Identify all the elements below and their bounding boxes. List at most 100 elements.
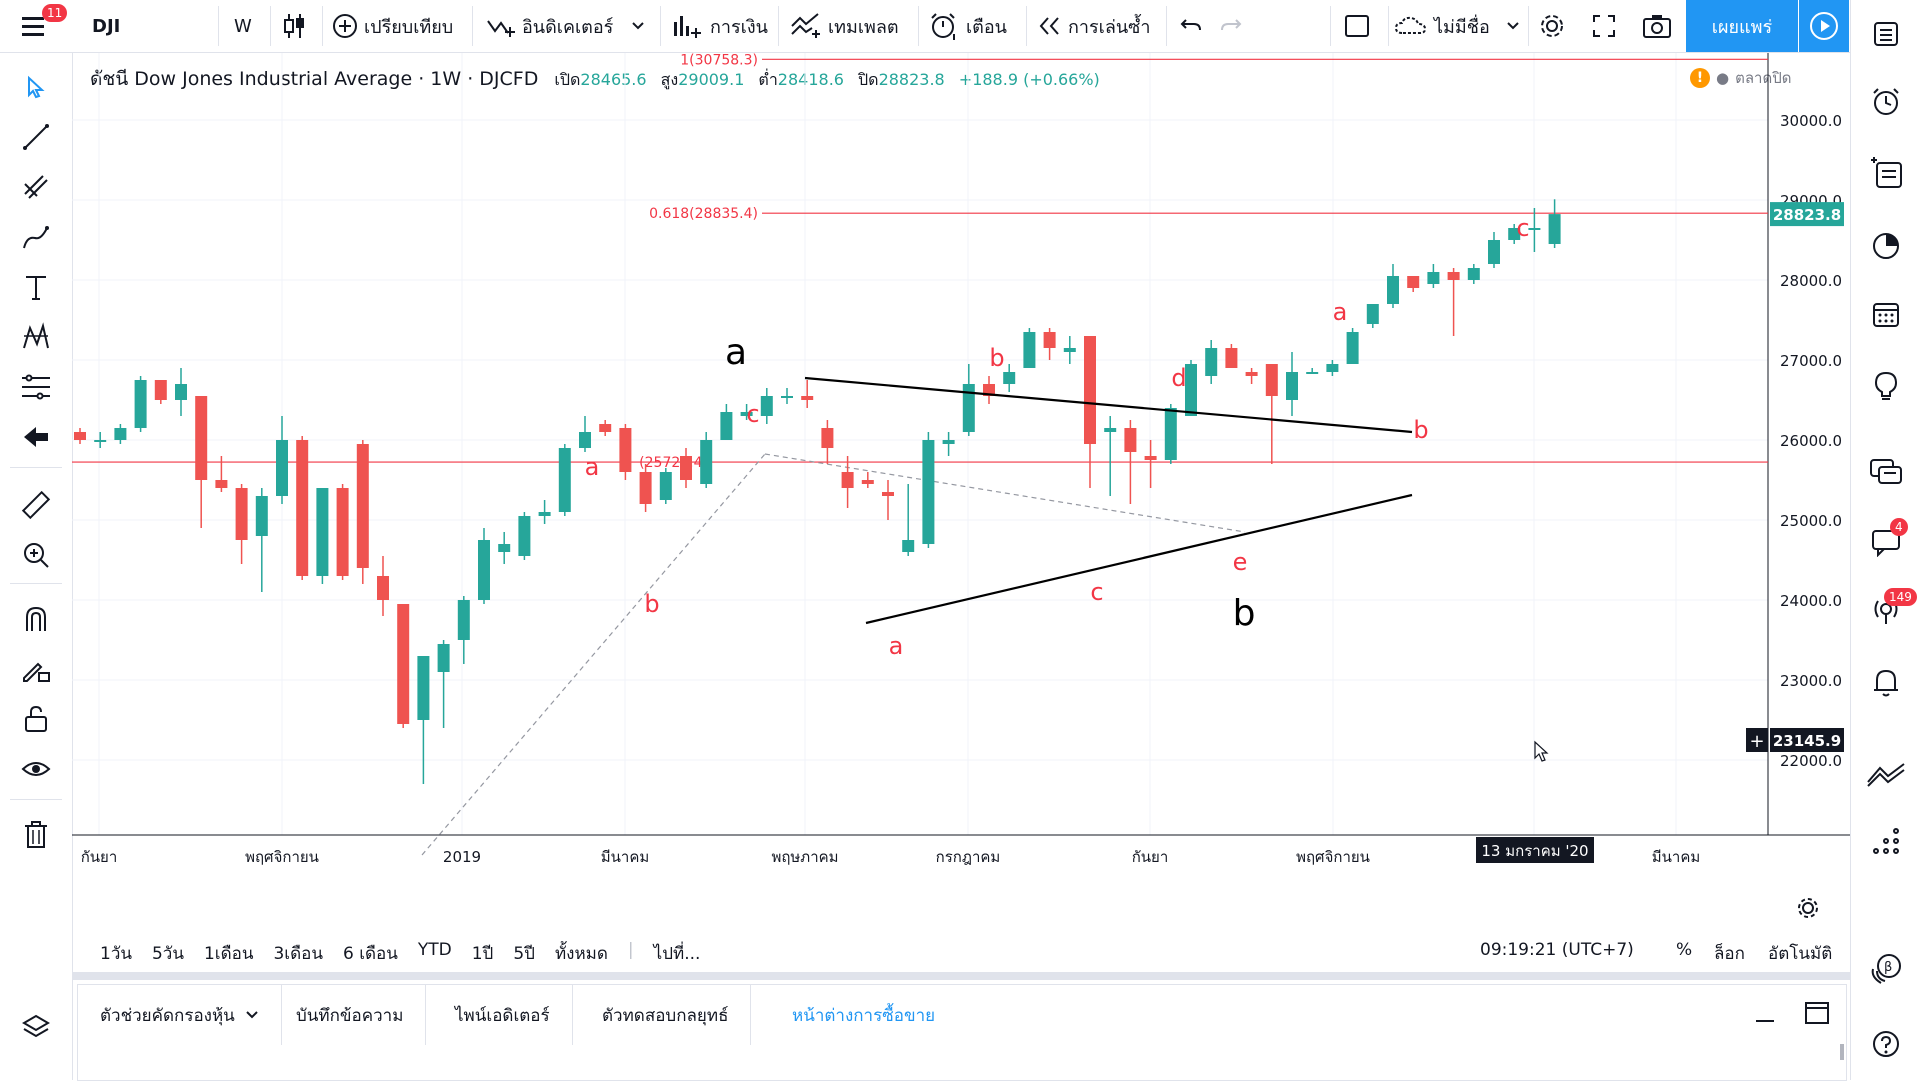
last-price-label-bg xyxy=(1770,202,1844,227)
price-tick-label: 23000.0 xyxy=(1780,672,1842,690)
trendline-tool[interactable] xyxy=(16,117,56,157)
visibility-tool[interactable] xyxy=(16,749,56,789)
range-button-3m[interactable]: 3เดือน xyxy=(273,944,323,964)
object-tree-button[interactable] xyxy=(16,1007,56,1047)
range-button-all[interactable]: ทั้งหมด xyxy=(554,944,608,964)
maximize-panel-button[interactable] xyxy=(1804,1001,1830,1029)
time-tick-label: พฤศจิกายน xyxy=(1296,848,1370,866)
indicators-button[interactable]: อินดิเคเตอร์ xyxy=(486,0,645,52)
candle-body xyxy=(478,540,490,600)
clock-timezone[interactable]: 09:19:21 (UTC+7) xyxy=(1480,940,1634,960)
range-button-ytd[interactable]: YTD xyxy=(417,940,452,960)
cursor-tool[interactable] xyxy=(16,67,56,107)
time-tick-label: มีนาคม xyxy=(1652,848,1701,866)
price-tick-label: 24000.0 xyxy=(1780,592,1842,610)
tab-pine-editor[interactable]: ไพน์เอดิเตอร์ xyxy=(433,985,573,1045)
auto-scale-toggle[interactable]: อัตโนมัติ xyxy=(1768,944,1833,964)
range-button-1y[interactable]: 1ปี xyxy=(471,944,494,964)
menu-button[interactable]: 11 xyxy=(20,0,68,52)
indicators-label: อินดิเคเตอร์ xyxy=(522,16,614,38)
watchlist-button[interactable] xyxy=(1866,14,1906,54)
hamburger-icon xyxy=(22,17,44,36)
alert-button[interactable]: เตือน xyxy=(930,0,1007,52)
interval-button[interactable]: W xyxy=(234,15,252,37)
candle-body xyxy=(1387,276,1399,304)
public-chats-button[interactable] xyxy=(1866,452,1906,492)
range-button-5y[interactable]: 5ปี xyxy=(513,944,535,964)
layout-name-button[interactable]: ไม่มีชื่อ xyxy=(1394,0,1520,52)
private-chats-button[interactable]: 4 xyxy=(1866,518,1908,562)
candle-body xyxy=(740,412,753,416)
layout-select-button[interactable] xyxy=(1344,0,1370,52)
keep-drawing-tool[interactable] xyxy=(16,649,56,689)
replay-button[interactable]: การเล่นซ้ำ xyxy=(1038,0,1151,52)
chart-type-button[interactable] xyxy=(282,0,306,52)
publish-button[interactable]: เผยแพร่ xyxy=(1686,0,1798,52)
candle-body xyxy=(619,428,632,472)
pattern-tool[interactable] xyxy=(16,317,56,357)
candle-body xyxy=(296,440,309,576)
maximize-icon xyxy=(1805,1002,1829,1024)
percent-scale-toggle[interactable]: % xyxy=(1676,940,1693,960)
financials-button[interactable]: การเงิน xyxy=(672,0,768,52)
zoom-tool[interactable] xyxy=(16,535,56,575)
bitcoin-button[interactable]: β xyxy=(1866,950,1906,990)
range-button-6m[interactable]: 6 เดือน xyxy=(342,944,398,964)
lock-tool[interactable] xyxy=(16,699,56,739)
hotlists-button[interactable] xyxy=(1866,226,1906,266)
goto-date-button[interactable]: ไปที่... xyxy=(653,944,701,964)
panel-divider[interactable] xyxy=(72,972,1850,980)
price-chart[interactable]: 31000.030000.029000.028000.027000.026000… xyxy=(72,53,1850,933)
pitchfork-tool[interactable] xyxy=(16,167,56,207)
remove-drawings-tool[interactable] xyxy=(16,815,56,855)
redo-button[interactable] xyxy=(1220,0,1242,52)
tab-stock-screener[interactable]: ตัวช่วยคัดกรองหุ้น xyxy=(78,985,282,1045)
tab-strategy-tester[interactable]: ตัวทดสอบกลยุทธ์ xyxy=(580,985,752,1045)
templates-button[interactable]: เทมเพลต xyxy=(790,0,899,52)
order-panel-button[interactable] xyxy=(1866,754,1906,794)
play-button[interactable] xyxy=(1799,0,1849,52)
snapshot-button[interactable] xyxy=(1642,0,1672,52)
compare-button[interactable]: เปรียบเทียบ xyxy=(332,0,453,52)
alerts-button[interactable] xyxy=(1866,82,1906,122)
unlock-icon xyxy=(25,705,47,732)
crosshair-price-label-bg xyxy=(1770,728,1844,752)
layers-icon xyxy=(22,1014,50,1038)
fullscreen-button[interactable] xyxy=(1592,0,1616,52)
candle-body xyxy=(801,396,814,400)
calendar-button[interactable] xyxy=(1866,294,1906,334)
minimize-panel-button[interactable] xyxy=(1754,1003,1776,1029)
scrollbar[interactable] xyxy=(1840,1044,1844,1060)
candle-body xyxy=(377,576,389,600)
candle-body xyxy=(114,428,127,440)
replay-label: การเล่นซ้ำ xyxy=(1068,16,1151,38)
tab-trading-panel[interactable]: หน้าต่างการซื้อขาย xyxy=(792,1005,936,1026)
symbol-search[interactable]: DJI xyxy=(92,15,121,37)
data-window-button[interactable] xyxy=(1866,152,1906,192)
candle-body xyxy=(760,396,773,416)
help-button[interactable] xyxy=(1866,1024,1906,1064)
fib-level-label: 1(30758.3) xyxy=(680,53,758,68)
ruler-tool[interactable] xyxy=(16,485,56,525)
range-button-5d[interactable]: 5วัน xyxy=(151,944,184,964)
streams-button[interactable]: 149 xyxy=(1866,588,1917,630)
arrow-left-icon xyxy=(24,427,48,447)
text-tool[interactable] xyxy=(16,267,56,307)
current-date-label-bg xyxy=(1476,837,1594,863)
settings-button[interactable] xyxy=(1538,0,1566,52)
wave-label: b xyxy=(1233,593,1256,634)
notifications-button[interactable] xyxy=(1866,662,1906,702)
magnet-tool[interactable] xyxy=(16,599,56,639)
dom-button[interactable] xyxy=(1866,822,1906,862)
ideas-button[interactable] xyxy=(1866,366,1906,406)
brush-tool[interactable] xyxy=(16,217,56,257)
undo-button[interactable] xyxy=(1180,0,1202,52)
candle-body xyxy=(1144,456,1157,460)
tab-text-notes[interactable]: บันทึกข้อความ xyxy=(274,985,427,1045)
candle-body xyxy=(215,480,228,488)
log-scale-toggle[interactable]: ล็อก xyxy=(1714,944,1745,964)
back-arrow-tool[interactable] xyxy=(16,417,56,457)
prediction-tool[interactable] xyxy=(16,367,56,407)
range-button-1d[interactable]: 1วัน xyxy=(100,944,132,964)
range-button-1m[interactable]: 1เดือน xyxy=(203,944,254,964)
